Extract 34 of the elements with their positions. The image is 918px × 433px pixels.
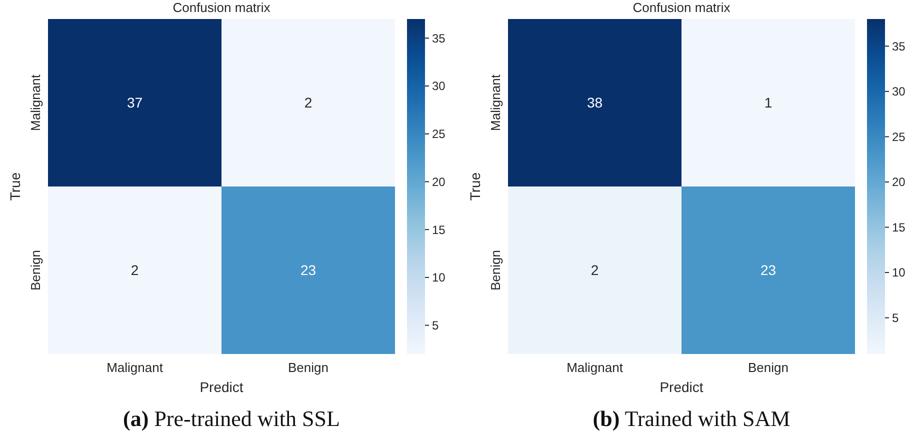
- data-label: 23: [300, 262, 316, 278]
- data-label: 2: [590, 262, 599, 278]
- data-label: 1: [764, 94, 772, 111]
- x-tick-label: Malignant: [566, 360, 624, 375]
- color-bar-label: 30: [892, 84, 906, 99]
- color-bar-label: 25: [892, 130, 906, 144]
- chart-title: Confusion matrix: [172, 0, 271, 15]
- y-axis-title: True: [467, 172, 483, 201]
- color-bar-label: 5: [432, 318, 439, 332]
- data-label: 38: [586, 94, 603, 111]
- x-tick-label: Benign: [748, 360, 788, 375]
- color-bar-label: 35: [892, 39, 906, 54]
- x-tick-label: Benign: [288, 360, 328, 375]
- y-axis-title: True: [7, 172, 23, 201]
- color-bar-label: 15: [432, 222, 446, 237]
- text: (b) Trained with SAM: [592, 406, 790, 431]
- color-bar-label: 30: [432, 79, 446, 94]
- color-bar-label: 35: [432, 31, 446, 46]
- color-bar-label: 10: [892, 266, 906, 280]
- chart-title: Confusion matrix: [632, 0, 731, 15]
- color-bar-label: 20: [432, 174, 446, 189]
- x-axis-title: Predict: [660, 379, 704, 395]
- color-bar-label: 10: [432, 270, 446, 285]
- x-axis-title: Predict: [200, 379, 244, 395]
- color-bar-label: 20: [892, 175, 906, 190]
- data-label: 2: [304, 94, 312, 111]
- color-bar-label: 5: [892, 310, 899, 325]
- color-bar-label: 15: [892, 220, 906, 234]
- data-label: 2: [130, 262, 139, 278]
- data-label: 37: [126, 94, 143, 111]
- data-label: 23: [760, 262, 776, 278]
- text: (a) Pre-trained with SSL: [123, 406, 340, 431]
- color-bar-label: 25: [432, 127, 446, 142]
- x-tick-label: Malignant: [106, 360, 164, 375]
